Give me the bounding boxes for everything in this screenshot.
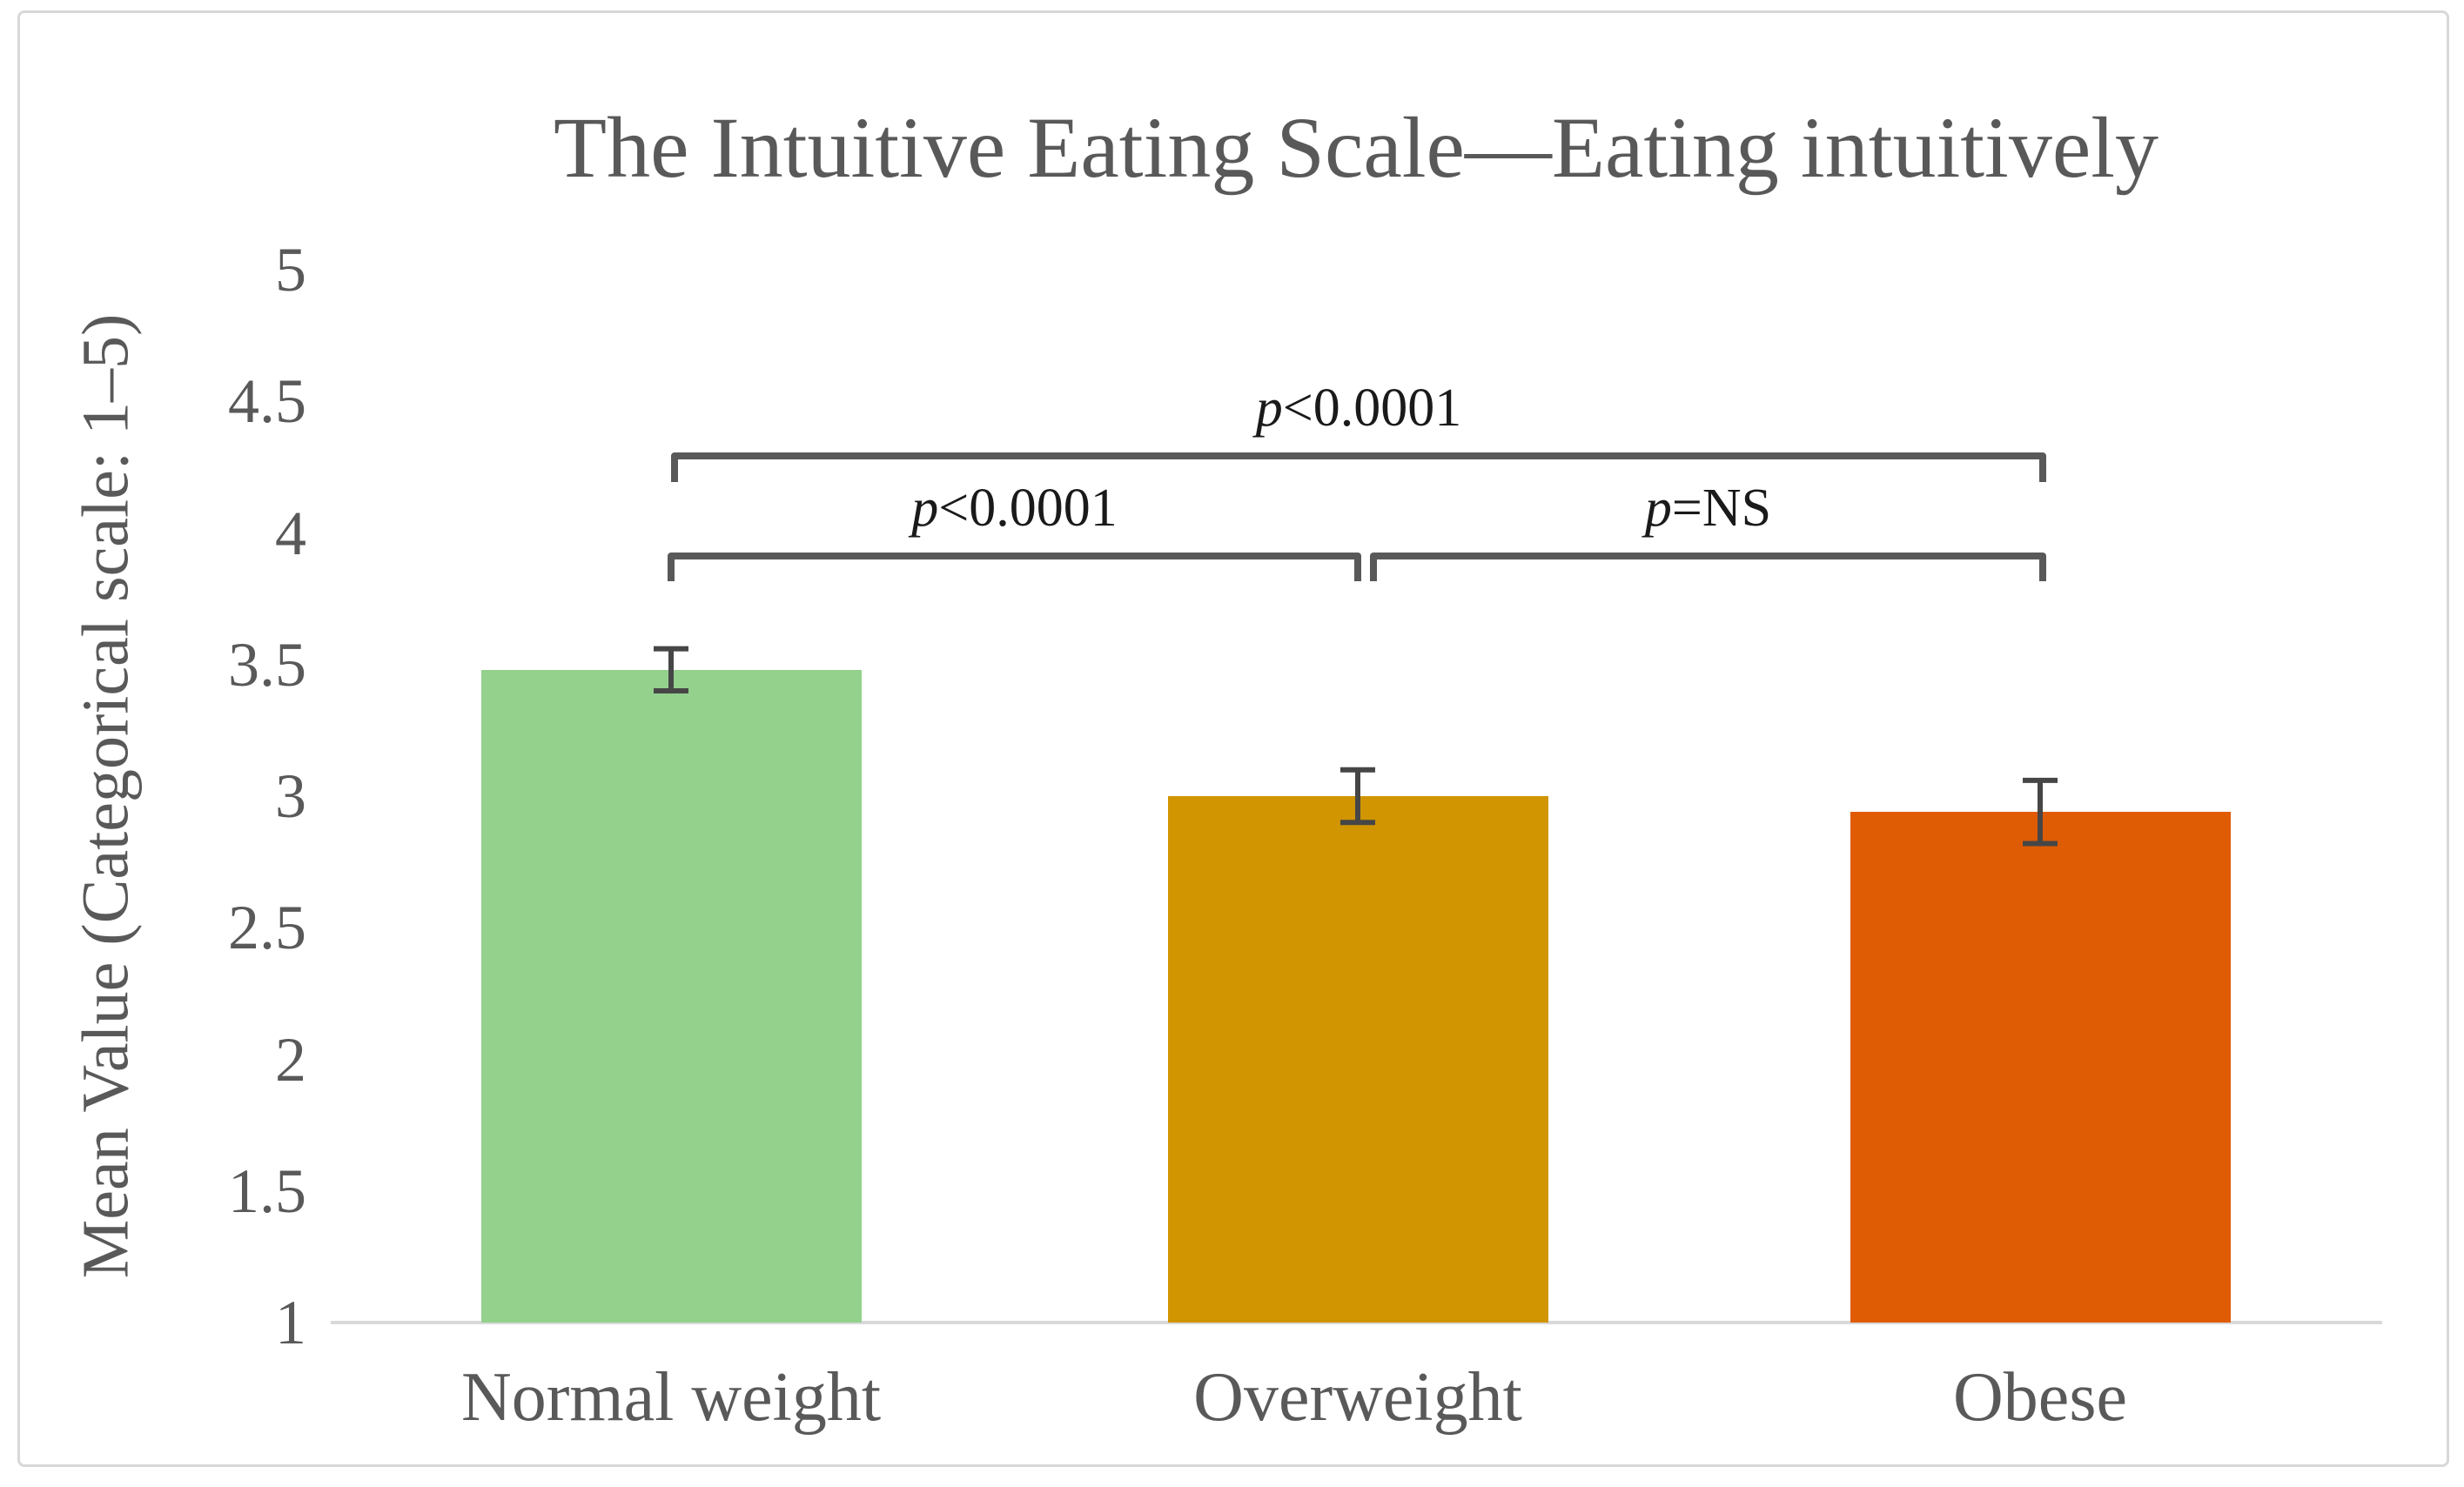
y-tick-label: 4	[275, 498, 306, 568]
y-tick-label: 4.5	[228, 366, 306, 437]
x-category-label-overweight: Overweight	[1193, 1359, 1522, 1436]
y-tick-label: 3	[275, 761, 306, 831]
y-tick-label: 2	[275, 1024, 306, 1095]
x-axis-line	[331, 1321, 2382, 1324]
y-tick-label: 1.5	[228, 1155, 306, 1226]
figure-border	[17, 10, 2449, 1467]
y-tick-label: 2.5	[228, 893, 306, 963]
y-tick-label: 5	[275, 235, 306, 305]
bar-normal-weight	[480, 669, 862, 1323]
y-tick-label: 1	[275, 1288, 306, 1357]
bar-overweight	[1167, 796, 1548, 1323]
x-category-label-normal-weight: Normal weight	[460, 1359, 882, 1436]
bar-obese	[1850, 812, 2231, 1323]
x-category-label-obese: Obese	[1953, 1359, 2127, 1436]
y-tick-label: 3.5	[228, 629, 306, 700]
chart-title: The Intuitive Eating Scale—Eating intuit…	[554, 99, 2159, 196]
